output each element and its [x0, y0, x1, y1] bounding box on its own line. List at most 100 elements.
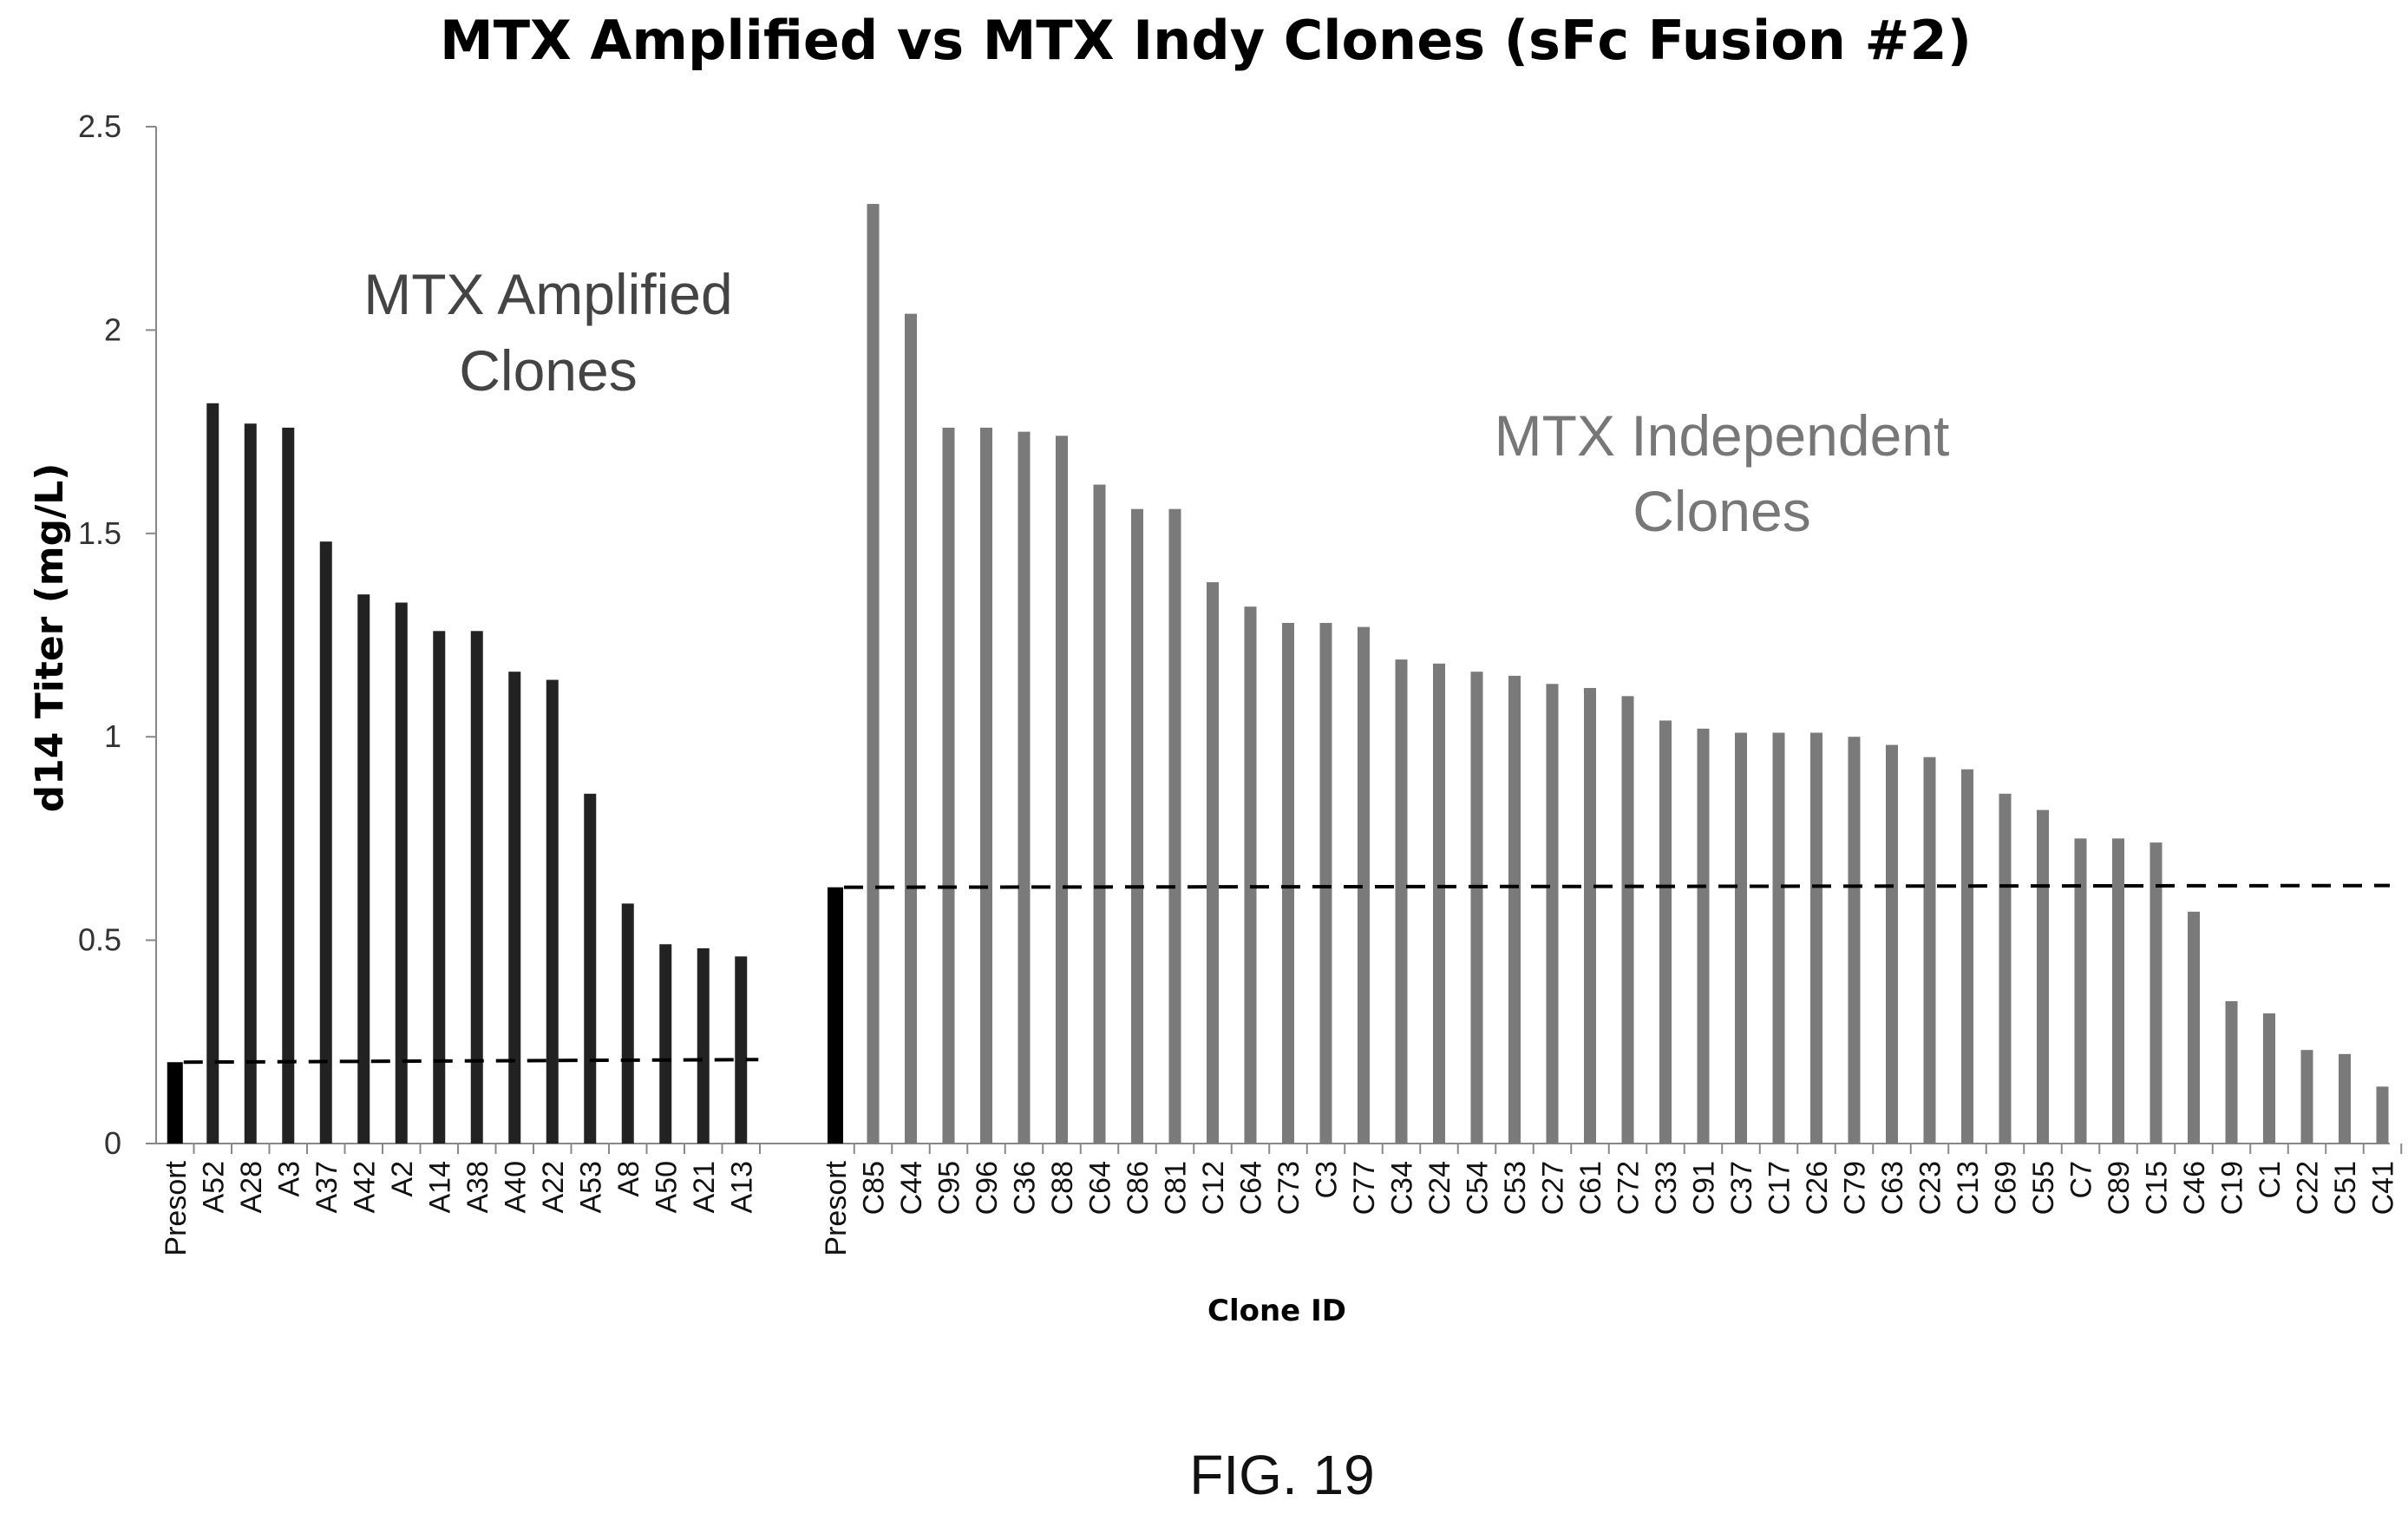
bar-c64 [1244, 606, 1257, 1144]
category-label: C34 [1386, 1161, 1419, 1215]
category-label: C24 [1423, 1161, 1456, 1215]
category-label: C3 [1311, 1161, 1344, 1198]
group-label-line: MTX Independent [1495, 403, 1950, 468]
category-label: C88 [1046, 1161, 1079, 1215]
bar-c79 [1848, 737, 1861, 1144]
bar-c7 [2074, 838, 2087, 1144]
category-label: A52 [197, 1161, 230, 1214]
category-label: Presort [820, 1160, 853, 1255]
y-tick-label: 0 [104, 1125, 121, 1161]
category-label: C55 [2027, 1161, 2060, 1215]
category-label: A8 [612, 1161, 645, 1197]
bar-c95 [942, 427, 955, 1144]
category-labels: Presort A52 A28 A3 A37 A42 A2 A14 A38 A40 A22 A53 A8… [160, 1160, 2400, 1255]
bar-presort [167, 1062, 183, 1144]
x-axis [156, 1143, 2403, 1154]
bar-c41 [2376, 1086, 2389, 1144]
category-label: C12 [1197, 1161, 1230, 1215]
bar-c53 [1508, 675, 1521, 1144]
bar-c73 [1282, 622, 1294, 1144]
bar-a21 [697, 947, 710, 1144]
bar-c51 [2339, 1053, 2351, 1144]
category-label: C53 [1499, 1161, 1532, 1215]
category-label: C91 [1688, 1161, 1721, 1215]
presort-reference-lines [183, 883, 2391, 1065]
category-label: C44 [895, 1161, 928, 1215]
group-label-line: Clones [459, 338, 637, 403]
category-label: C13 [1952, 1161, 1985, 1215]
bar-c3 [1319, 622, 1332, 1144]
group-label-line: MTX Amplified [363, 262, 732, 326]
presort-reference-line [843, 883, 2391, 889]
category-label: C69 [1990, 1161, 2023, 1215]
category-label: C85 [858, 1161, 891, 1215]
figure-caption: FIG. 19 [1189, 1444, 1374, 1506]
category-label: C7 [2065, 1161, 2098, 1198]
bar-c27 [1546, 684, 1559, 1144]
bar-a37 [319, 541, 332, 1144]
category-label: C63 [1876, 1161, 1909, 1215]
category-label: A2 [386, 1161, 419, 1197]
y-tick-label: 2.5 [78, 108, 121, 144]
category-label: C1 [2254, 1161, 2287, 1198]
bar-c77 [1358, 626, 1370, 1144]
bar-c46 [2188, 911, 2200, 1144]
category-label: C95 [933, 1161, 966, 1215]
bar-c69 [1999, 793, 2012, 1144]
bar-c23 [1923, 757, 1936, 1144]
category-label: C51 [2329, 1161, 2362, 1215]
bar-a2 [395, 602, 408, 1144]
bar-a53 [584, 793, 597, 1144]
category-label: C89 [2103, 1161, 2136, 1215]
y-axis-label: d14 Titer (mg/L) [28, 463, 72, 813]
bar-c34 [1395, 659, 1408, 1144]
category-label: C64 [1235, 1161, 1268, 1215]
category-label: C23 [1914, 1161, 1947, 1215]
bar-a52 [206, 403, 219, 1144]
group-label-line: Clones [1633, 479, 1810, 543]
category-label: C26 [1801, 1161, 1834, 1215]
y-tick-label: 1 [104, 718, 121, 754]
category-label: C27 [1537, 1161, 1570, 1215]
bar-c86 [1131, 508, 1143, 1144]
y-tick-label: 1.5 [78, 515, 121, 551]
bar-c37 [1735, 732, 1747, 1144]
category-label: C46 [2178, 1161, 2211, 1215]
bar-c36 [1018, 431, 1031, 1144]
category-label: A13 [725, 1161, 758, 1214]
bar-c22 [2300, 1050, 2313, 1144]
bar-c15 [2150, 842, 2163, 1144]
bar-c13 [1961, 769, 1973, 1144]
bar-c54 [1470, 672, 1483, 1144]
bar-c88 [1056, 436, 1068, 1144]
category-label: C41 [2367, 1161, 2400, 1215]
bar-c55 [2037, 809, 2049, 1144]
bar-a50 [659, 944, 672, 1144]
bar-a22 [546, 679, 559, 1144]
category-label: C33 [1650, 1161, 1683, 1215]
bar-c17 [1772, 732, 1785, 1144]
category-label: A21 [688, 1161, 721, 1214]
category-label: C19 [2216, 1161, 2249, 1215]
category-label: C72 [1613, 1161, 1646, 1215]
category-label: A40 [499, 1161, 532, 1214]
bar-c72 [1621, 696, 1634, 1144]
bars [167, 204, 2389, 1144]
category-label: C96 [971, 1161, 1004, 1215]
category-label: C86 [1122, 1161, 1155, 1215]
y-tick-label: 2 [104, 311, 121, 347]
category-label: A42 [348, 1161, 381, 1214]
category-label: C36 [1009, 1161, 1042, 1215]
bar-c26 [1810, 732, 1822, 1144]
bar-c64 [1093, 484, 1106, 1144]
bar-c44 [905, 313, 917, 1144]
bar-c33 [1659, 720, 1672, 1144]
category-label: C15 [2141, 1161, 2174, 1215]
bar-c91 [1697, 728, 1710, 1144]
category-label: A38 [461, 1161, 494, 1214]
bar-a14 [433, 631, 446, 1144]
bar-c85 [867, 204, 880, 1144]
category-label: C54 [1462, 1161, 1495, 1215]
category-label: A22 [537, 1161, 570, 1214]
bar-c96 [980, 427, 992, 1144]
